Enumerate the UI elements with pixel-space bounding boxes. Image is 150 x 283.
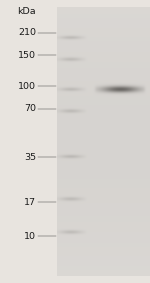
Text: 70: 70 [24,104,36,113]
Text: kDa: kDa [17,7,36,16]
Text: 150: 150 [18,51,36,60]
Text: 35: 35 [24,153,36,162]
Text: 210: 210 [18,28,36,37]
Text: 17: 17 [24,198,36,207]
Text: 10: 10 [24,232,36,241]
Text: 100: 100 [18,82,36,91]
